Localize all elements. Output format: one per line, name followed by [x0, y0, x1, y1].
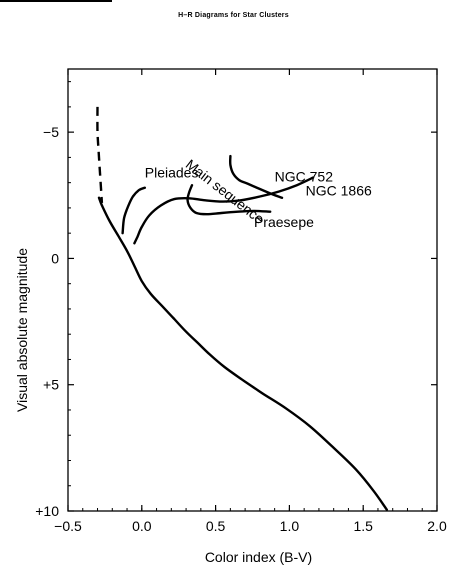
- curve-label-ngc-1866: NGC 1866: [306, 182, 372, 198]
- curve-label-praesepe: Praesepe: [254, 214, 314, 230]
- series-main-sequence-line: [97, 196, 388, 511]
- plot-frame: [67, 68, 438, 512]
- curve-label-pleiades: Pleiades: [145, 165, 199, 181]
- page-title: H–R Diagrams for Star Clusters: [178, 12, 289, 19]
- series-upper-main-sequence-dashed-line: [96, 106, 104, 203]
- y-tick-label: 0: [51, 250, 59, 266]
- series-ngc-752-line: [228, 154, 284, 199]
- x-tick-label: 0.0: [132, 518, 152, 534]
- curve-labels: Pleiades NGC 1866 Praesepe NGC 752 Main sequ…: [145, 156, 372, 230]
- y-tick-label: +10: [35, 503, 59, 519]
- curve-label-main-sequence: Main sequence: [183, 156, 268, 227]
- curve-label-ngc-752: NGC 752: [275, 168, 334, 184]
- x-tick-label: −0.5: [54, 518, 82, 534]
- y-axis-label: Visual absolute magnitude: [14, 248, 30, 412]
- top-rule: [0, 0, 112, 2]
- y-tick-label: +5: [43, 377, 59, 393]
- x-tick-label: 2.0: [427, 518, 447, 534]
- x-tick-label: 1.0: [280, 518, 300, 534]
- curves: [96, 106, 388, 511]
- x-axis-label: Color index (B-V): [205, 549, 312, 565]
- series-praesepe-line: [186, 184, 272, 216]
- x-tick-label: 1.5: [353, 518, 373, 534]
- series-ngc-1866-line: [133, 176, 315, 245]
- series-pleiades-line: [121, 186, 146, 235]
- y-tick-label: −5: [43, 124, 59, 140]
- axes: −0.5 0.0 0.5 1.0 1.5 2.0 −5 0 +5 +10: [35, 68, 447, 534]
- x-tick-label: 0.5: [206, 518, 226, 534]
